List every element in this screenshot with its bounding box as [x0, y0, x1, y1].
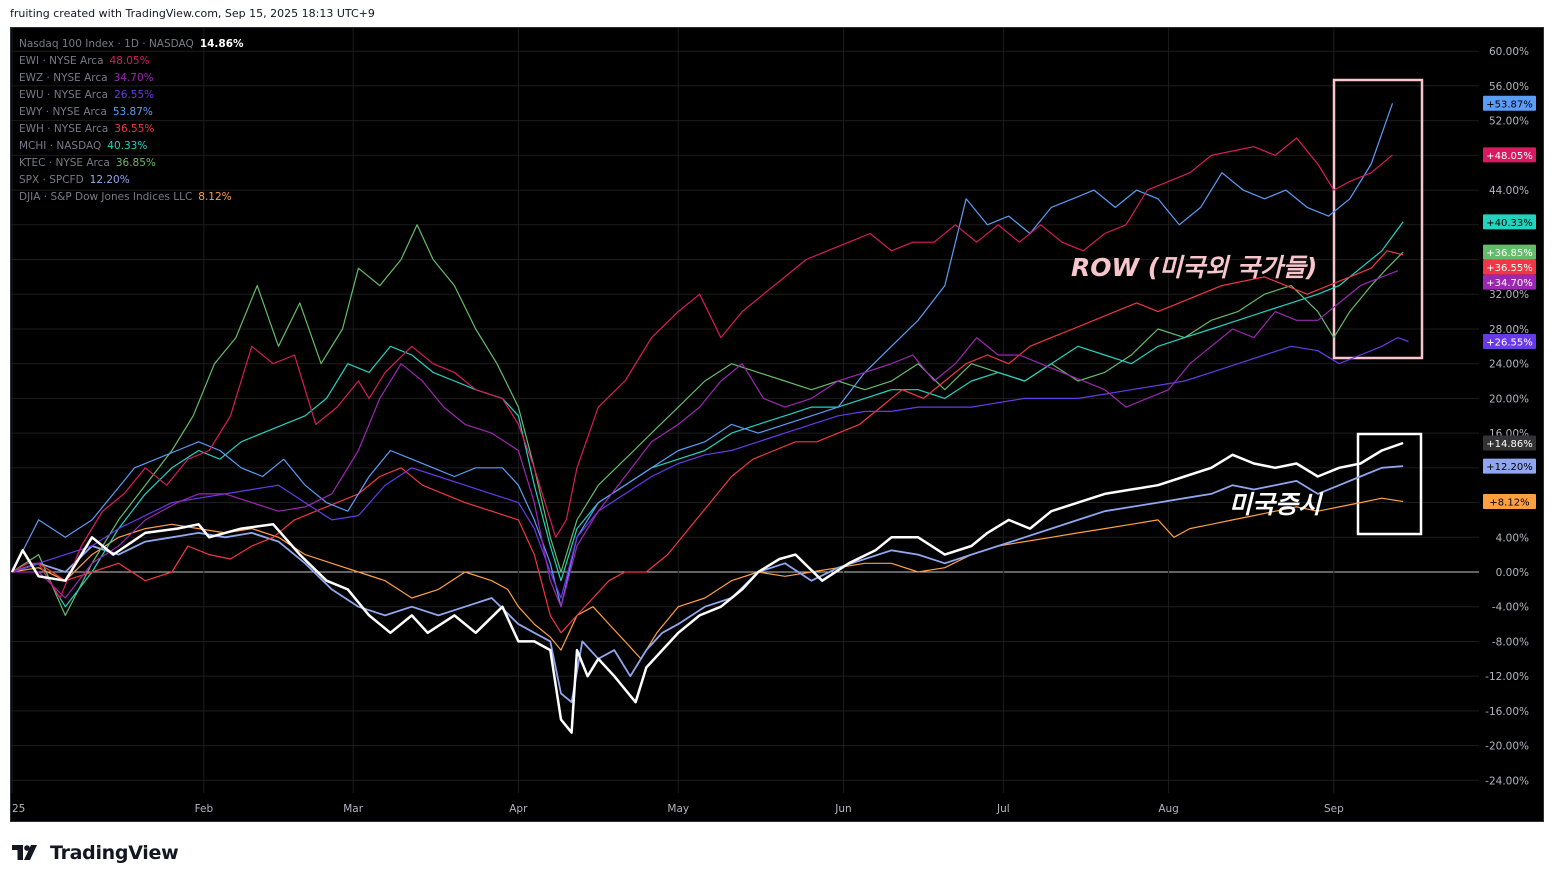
value-badge-label: +12.20% [1486, 462, 1533, 473]
annotation-row: ROW (미국외 국가들) [1071, 253, 1317, 282]
us-highlight-box [1356, 432, 1423, 536]
value-badge [1483, 214, 1536, 230]
x-tick-label: Sep [1324, 803, 1344, 815]
value-badge [1483, 458, 1536, 474]
y-tick-label: 56.00% [1489, 81, 1529, 93]
y-tick-label: -8.00% [1492, 636, 1529, 648]
value-badge-label: +8.12% [1489, 498, 1529, 509]
legend-item[interactable]: DJIA · S&P Dow Jones Indices LLC 8.12% [19, 189, 244, 206]
value-badge-label: +14.86% [1486, 439, 1533, 450]
legend-item[interactable]: Nasdaq 100 Index · 1D · NASDAQ 14.86% [19, 36, 244, 53]
annotation-us-market: 미국증시 [1229, 490, 1324, 519]
x-tick-label: Mar [343, 803, 363, 815]
legend-item[interactable]: MCHI · NASDAQ 40.33% [19, 138, 244, 155]
legend-item[interactable]: SPX · SPCFD 12.20% [19, 172, 244, 189]
footer: TradingView [12, 842, 179, 864]
value-badge-label: +48.05% [1486, 151, 1533, 162]
value-badge [1483, 259, 1536, 275]
legend-item[interactable]: KTEC · NYSE Arca 36.85% [19, 155, 244, 172]
x-tick-label: Aug [1158, 803, 1179, 815]
legend-series-name: EWH · NYSE Arca [19, 123, 109, 135]
y-tick-label: 24.00% [1489, 359, 1529, 371]
value-badge-label: +40.33% [1486, 218, 1533, 229]
y-tick-label: 44.00% [1489, 185, 1529, 197]
legend-series-name: DJIA · S&P Dow Jones Indices LLC [19, 191, 193, 203]
y-tick-label: -12.00% [1485, 671, 1529, 683]
x-tick-label: 25 [12, 803, 25, 815]
chart-area[interactable]: 60.00%56.00%52.00%48.00%44.00%40.00%36.0… [10, 27, 1544, 822]
value-badge-label: +53.87% [1486, 99, 1533, 110]
legend-item[interactable]: EWI · NYSE Arca 48.05% [19, 53, 244, 70]
chart-header: fruiting created with TradingView.com, S… [10, 7, 375, 20]
value-badge-label: +36.55% [1486, 263, 1533, 274]
y-tick-label: 52.00% [1489, 116, 1529, 128]
series-line [12, 270, 1399, 608]
x-tick-label: Feb [195, 803, 214, 815]
legend-series-value: 40.33% [107, 140, 148, 152]
value-badge-label: +36.85% [1486, 248, 1533, 259]
brand-label: TradingView [50, 842, 179, 864]
x-tick-label: Jul [996, 803, 1010, 815]
legend-item[interactable]: EWH · NYSE Arca 36.55% [19, 121, 244, 138]
legend-series-value: 8.12% [198, 191, 232, 203]
legend-series-value: 36.85% [115, 157, 156, 169]
value-badge [1483, 147, 1536, 163]
legend-series-value: 36.55% [114, 123, 155, 135]
legend-series-name: EWI · NYSE Arca [19, 55, 104, 67]
y-tick-label: 20.00% [1489, 393, 1529, 405]
legend: Nasdaq 100 Index · 1D · NASDAQ 14.86% EWI … [19, 36, 244, 206]
value-badge [1483, 95, 1536, 111]
x-tick-label: Apr [509, 803, 528, 815]
y-tick-label: -24.00% [1485, 775, 1529, 787]
y-tick-label: 28.00% [1489, 324, 1529, 336]
legend-series-value: 12.20% [89, 174, 130, 186]
legend-series-name: KTEC · NYSE Arca [19, 157, 110, 169]
legend-series-name: EWZ · NYSE Arca [19, 72, 108, 84]
legend-series-value: 14.86% [199, 38, 244, 50]
legend-series-value: 53.87% [112, 106, 153, 118]
series-line [11, 250, 1404, 634]
legend-item[interactable]: EWY · NYSE Arca 53.87% [19, 104, 244, 121]
y-tick-label: -4.00% [1492, 602, 1529, 614]
x-tick-label: Jun [834, 803, 851, 815]
chart-plot[interactable]: 60.00%56.00%52.00%48.00%44.00%40.00%36.0… [11, 28, 1545, 823]
y-tick-label: 32.00% [1489, 289, 1529, 301]
legend-series-name: MCHI · NASDAQ [19, 140, 102, 152]
legend-series-value: 34.70% [113, 72, 154, 84]
y-tick-label: -20.00% [1485, 741, 1529, 753]
series-line [11, 337, 1409, 599]
legend-item[interactable]: EWU · NYSE Arca 26.55% [19, 87, 244, 104]
row-highlight-box [1332, 78, 1424, 360]
series-line [11, 137, 1393, 599]
legend-series-value: 48.05% [109, 55, 150, 67]
value-badge-label: +26.55% [1486, 338, 1533, 349]
legend-series-name: EWY · NYSE Arca [19, 106, 107, 118]
y-tick-label: 4.00% [1496, 532, 1529, 544]
x-tick-label: May [667, 803, 689, 815]
y-tick-label: -16.00% [1485, 706, 1529, 718]
value-badge [1483, 494, 1536, 510]
value-badge [1483, 274, 1536, 290]
legend-item[interactable]: EWZ · NYSE Arca 34.70% [19, 70, 244, 87]
series-line [11, 103, 1394, 608]
series-line [11, 441, 1404, 734]
legend-series-value: 26.55% [114, 89, 155, 101]
value-badge [1483, 334, 1536, 350]
y-tick-label: 60.00% [1489, 46, 1529, 58]
y-tick-label: 0.00% [1496, 567, 1529, 579]
value-badge [1483, 435, 1536, 451]
legend-series-name: Nasdaq 100 Index · 1D · NASDAQ [19, 38, 194, 50]
series-line [11, 497, 1404, 660]
legend-series-name: SPX · SPCFD [19, 174, 84, 186]
legend-series-name: EWU · NYSE Arca [19, 89, 109, 101]
value-badge-label: +34.70% [1486, 278, 1533, 289]
tradingview-logo-icon [12, 845, 37, 860]
value-badge [1483, 244, 1536, 260]
series-line [11, 465, 1404, 704]
